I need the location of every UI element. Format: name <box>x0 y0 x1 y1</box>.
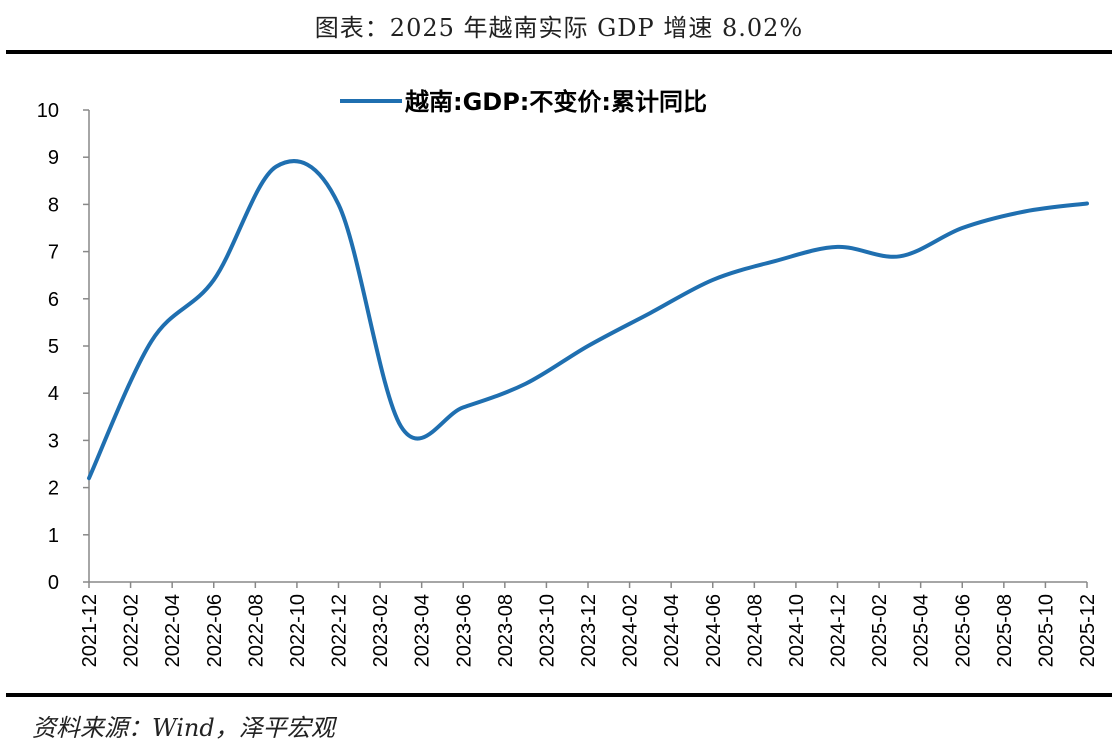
y-tick-label: 1 <box>48 525 59 547</box>
y-tick-label: 2 <box>48 478 59 500</box>
x-tick-label: 2024-04 <box>661 594 683 667</box>
source-note: 资料来源：Wind，泽平宏观 <box>32 714 335 742</box>
x-tick-label: 2022-12 <box>329 594 351 667</box>
chart-title: 图表：2025 年越南实际 GDP 增速 8.02% <box>314 14 804 42</box>
x-tick-label: 2023-10 <box>536 594 558 667</box>
x-tick-label: 2021-12 <box>79 594 101 667</box>
x-tick-label: 2023-06 <box>453 594 475 667</box>
x-tick-label: 2024-10 <box>786 594 808 667</box>
y-tick-label: 5 <box>48 336 59 358</box>
bottom-rule <box>6 693 1112 697</box>
y-tick-label: 10 <box>37 100 59 122</box>
y-tick-label: 9 <box>48 147 59 169</box>
x-tick-label: 2023-04 <box>412 594 434 667</box>
x-tick-label: 2024-02 <box>620 594 642 667</box>
series-group <box>87 159 1089 481</box>
x-tick-label: 2022-10 <box>287 594 309 667</box>
x-tick-label: 2025-10 <box>1035 594 1057 667</box>
y-tick-label: 4 <box>48 383 59 405</box>
legend: 越南:GDP:不变价:累计同比 <box>340 88 707 116</box>
x-tick-label: 2025-06 <box>952 594 974 667</box>
x-tick-label: 2025-04 <box>911 594 933 667</box>
legend-label: 越南:GDP:不变价:累计同比 <box>405 88 707 116</box>
x-tick-label: 2024-12 <box>828 594 850 667</box>
y-tick-label: 0 <box>48 572 59 594</box>
x-tick-label: 2024-08 <box>744 594 766 667</box>
top-rule <box>6 50 1112 54</box>
y-axis-ticks: 0 1 2 3 4 5 6 7 8 9 10 <box>37 100 89 594</box>
x-tick-label: 2023-12 <box>578 594 600 667</box>
x-tick-label: 2022-06 <box>204 594 226 667</box>
x-tick-label: 2022-08 <box>245 594 267 667</box>
x-tick-label: 2023-02 <box>370 594 392 667</box>
x-tick-label: 2025-08 <box>994 594 1016 667</box>
x-tick-label: 2022-04 <box>162 594 184 667</box>
series-line <box>87 159 1089 481</box>
x-tick-label: 2025-02 <box>869 594 891 667</box>
y-tick-label: 8 <box>48 194 59 216</box>
y-tick-label: 6 <box>48 289 59 311</box>
x-axis-ticks: 2021-12 2022-02 2022-04 2022-06 2022-08 2022-… <box>79 582 1099 667</box>
x-tick-label: 2025-12 <box>1077 594 1099 667</box>
y-tick-label: 3 <box>48 430 59 452</box>
x-tick-label: 2024-06 <box>703 594 725 667</box>
y-tick-label: 7 <box>48 242 59 264</box>
x-tick-label: 2022-02 <box>121 594 143 667</box>
x-tick-label: 2023-08 <box>495 594 517 667</box>
